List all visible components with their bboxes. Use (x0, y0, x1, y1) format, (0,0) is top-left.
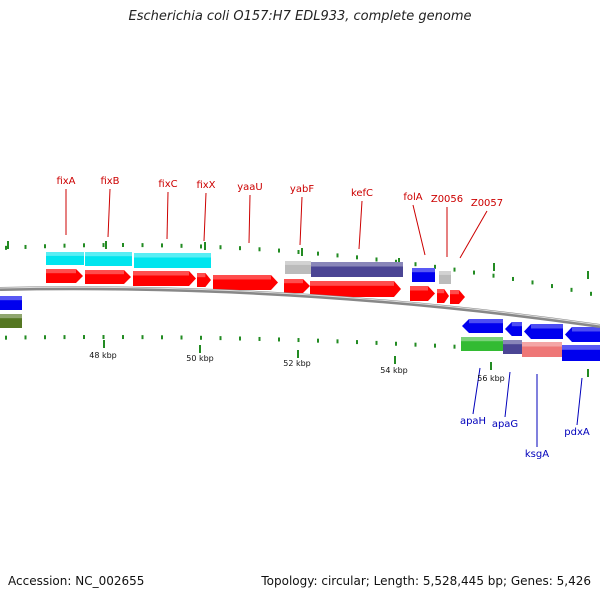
gene-label-kefC: kefC (351, 188, 373, 199)
leader-line-kefC (358, 200, 363, 250)
accession-label: Accession: NC_002655 (8, 574, 145, 588)
leader-line-Z0057 (459, 210, 488, 259)
cds-reverse-ksgA-shine (531, 324, 563, 329)
leader-line-apaG (504, 371, 511, 418)
feature-fixA-region-shine (46, 252, 84, 256)
feature-ksgA-region (522, 342, 562, 357)
cds-kefC (310, 281, 401, 297)
feature-pdxA-region (562, 345, 600, 361)
cds-folA (410, 286, 435, 301)
gene-features (0, 252, 600, 361)
cds-fixX (197, 273, 211, 287)
gene-label-fixC: fixC (158, 179, 177, 190)
feature-apaH-region (461, 337, 503, 351)
cds-z0057-shine (450, 290, 459, 295)
map-title: Escherichia coli O157:H7 EDL933, complet… (128, 9, 472, 24)
cds-reverse-apaG-shine (511, 322, 522, 327)
leader-line-fixC (166, 191, 169, 240)
cds-yabF (284, 279, 310, 293)
gene-label-yabF: yabF (290, 184, 314, 195)
cds-folA-shine (410, 286, 428, 291)
genome-backbone (0, 286, 600, 328)
cds-reverse-apaG (505, 322, 522, 336)
leader-line-fixX (203, 192, 207, 242)
gene-label-apaG: apaG (492, 419, 518, 430)
leader-line-fixB (107, 188, 111, 238)
cds-fixA-shine (46, 269, 76, 274)
gene-label-fixA: fixA (56, 176, 75, 187)
cds-z0056-shine (437, 289, 445, 294)
cds-fixA (46, 269, 83, 283)
genome-summary: Topology: circular; Length: 5,528,445 bp… (261, 574, 591, 588)
scale-labels: 48 kbp 50 kbp 52 kbp 54 kbp 56 kbp (89, 351, 505, 383)
feature-folA-region (412, 268, 435, 282)
feature-apaG-region-shine (503, 340, 522, 345)
cds-reverse-pdxA (565, 327, 600, 342)
cds-kefC-shine (310, 281, 394, 286)
feature-z0056-region-shine (439, 271, 451, 275)
scale-label: 50 kbp (186, 354, 214, 363)
cds-z0057 (450, 290, 465, 304)
feature-z0056-region (439, 271, 451, 284)
cds-yaaU (213, 275, 278, 290)
cds-fixB-shine (85, 270, 124, 275)
scale-label: 52 kbp (283, 359, 311, 368)
genome-backbone-highlight (0, 286, 600, 326)
feature-kefC-region-shine (311, 262, 403, 267)
feature-left-partial-2-shine (0, 314, 22, 319)
cds-fixC-shine (133, 271, 189, 276)
feature-apaH-region-shine (461, 337, 503, 342)
cds-z0056 (437, 289, 449, 303)
leader-line-apaH (472, 367, 481, 415)
feature-yabF-region (285, 261, 311, 274)
gene-label-Z0057: Z0057 (471, 198, 503, 209)
feature-fixC-region-shine (134, 253, 211, 258)
gene-label-Z0056: Z0056 (431, 194, 463, 205)
feature-fixB-region-shine (85, 252, 132, 257)
gene-label-fixX: fixX (196, 180, 215, 191)
cds-yaaU-shine (213, 275, 271, 280)
cds-fixC (133, 271, 196, 286)
cds-reverse-ksgA (524, 324, 563, 339)
cds-reverse-pdxA-shine (572, 327, 600, 332)
scale-label: 56 kbp (477, 374, 505, 383)
feature-left-partial (0, 296, 22, 310)
gene-label-pdxA: pdxA (564, 427, 590, 438)
feature-folA-region-shine (412, 268, 435, 273)
cds-yabF-shine (284, 279, 303, 284)
feature-pdxA-region-shine (562, 345, 600, 350)
feature-kefC-region (311, 262, 403, 277)
cds-reverse-apaH (462, 319, 503, 333)
leader-line-pdxA (576, 377, 583, 426)
gene-label-yaaU: yaaU (237, 182, 263, 193)
feature-apaG-region (503, 340, 522, 354)
cds-reverse-apaH-shine (469, 319, 503, 324)
scale-label: 54 kbp (380, 366, 408, 375)
cds-fixB (85, 270, 131, 284)
feature-ksgA-region-shine (522, 342, 562, 347)
gene-label-apaH: apaH (460, 416, 486, 427)
feature-left-partial-2 (0, 314, 22, 328)
leader-line-yabF (299, 196, 303, 246)
gene-label-fixB: fixB (100, 176, 119, 187)
feature-left-partial-shine (0, 296, 22, 301)
feature-yabF-region-shine (285, 261, 311, 265)
leader-line-yaaU (248, 194, 251, 244)
cds-fixX-shine (197, 273, 206, 278)
feature-fixA-region (46, 252, 84, 265)
gene-label-ksgA: ksgA (525, 449, 549, 460)
leader-line-folA (412, 204, 426, 256)
feature-fixB-region (85, 252, 132, 266)
feature-fixC-region (134, 253, 211, 268)
scale-label: 48 kbp (89, 351, 117, 360)
gene-label-folA: folA (403, 192, 422, 203)
gene-labels: fixA fixB fixC fixX yaaU yabF kefC folA Z0056 Z00… (56, 176, 589, 460)
